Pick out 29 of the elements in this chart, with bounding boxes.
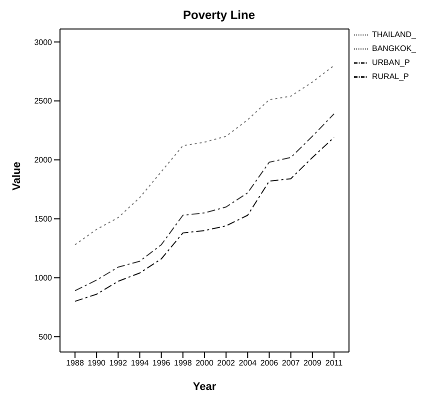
x-tick-label: 2000 xyxy=(196,358,214,368)
legend-label: THAILAND_ xyxy=(372,30,416,40)
y-axis-title: Value xyxy=(10,162,23,190)
line-series xyxy=(74,136,334,302)
x-tick-label: 1992 xyxy=(109,358,128,368)
chart-title: Poverty Line xyxy=(182,8,256,24)
legend-label: BANGKOK_ xyxy=(372,44,416,54)
legend-label: RURAL_P xyxy=(372,72,409,82)
x-tick-label: 2007 xyxy=(282,358,300,368)
x-tick-label: 1990 xyxy=(88,358,106,368)
y-tick-label: 2500 xyxy=(34,96,53,106)
line-series xyxy=(74,113,334,292)
x-tick-label: 2011 xyxy=(325,358,344,368)
y-tick-label: 3000 xyxy=(34,38,53,47)
x-tick-label: 1996 xyxy=(152,358,171,368)
y-tick-label: 1000 xyxy=(34,274,53,283)
y-tick-label: 2000 xyxy=(34,156,53,165)
x-tick-label: 1998 xyxy=(174,358,192,368)
x-tick-label: 2006 xyxy=(260,358,279,368)
x-tick-label: 1994 xyxy=(130,358,150,368)
x-tick-label: 2004 xyxy=(238,358,258,368)
x-tick-label: 1988 xyxy=(66,358,84,368)
y-tick-label: 1500 xyxy=(34,214,53,224)
legend-label: URBAN_P xyxy=(372,58,410,68)
x-tick-label: 2002 xyxy=(217,358,236,368)
x-tick-label: 2009 xyxy=(304,358,322,368)
y-tick-label: 500 xyxy=(38,332,53,342)
x-axis-title: Year xyxy=(192,381,217,393)
line-series xyxy=(74,65,334,246)
